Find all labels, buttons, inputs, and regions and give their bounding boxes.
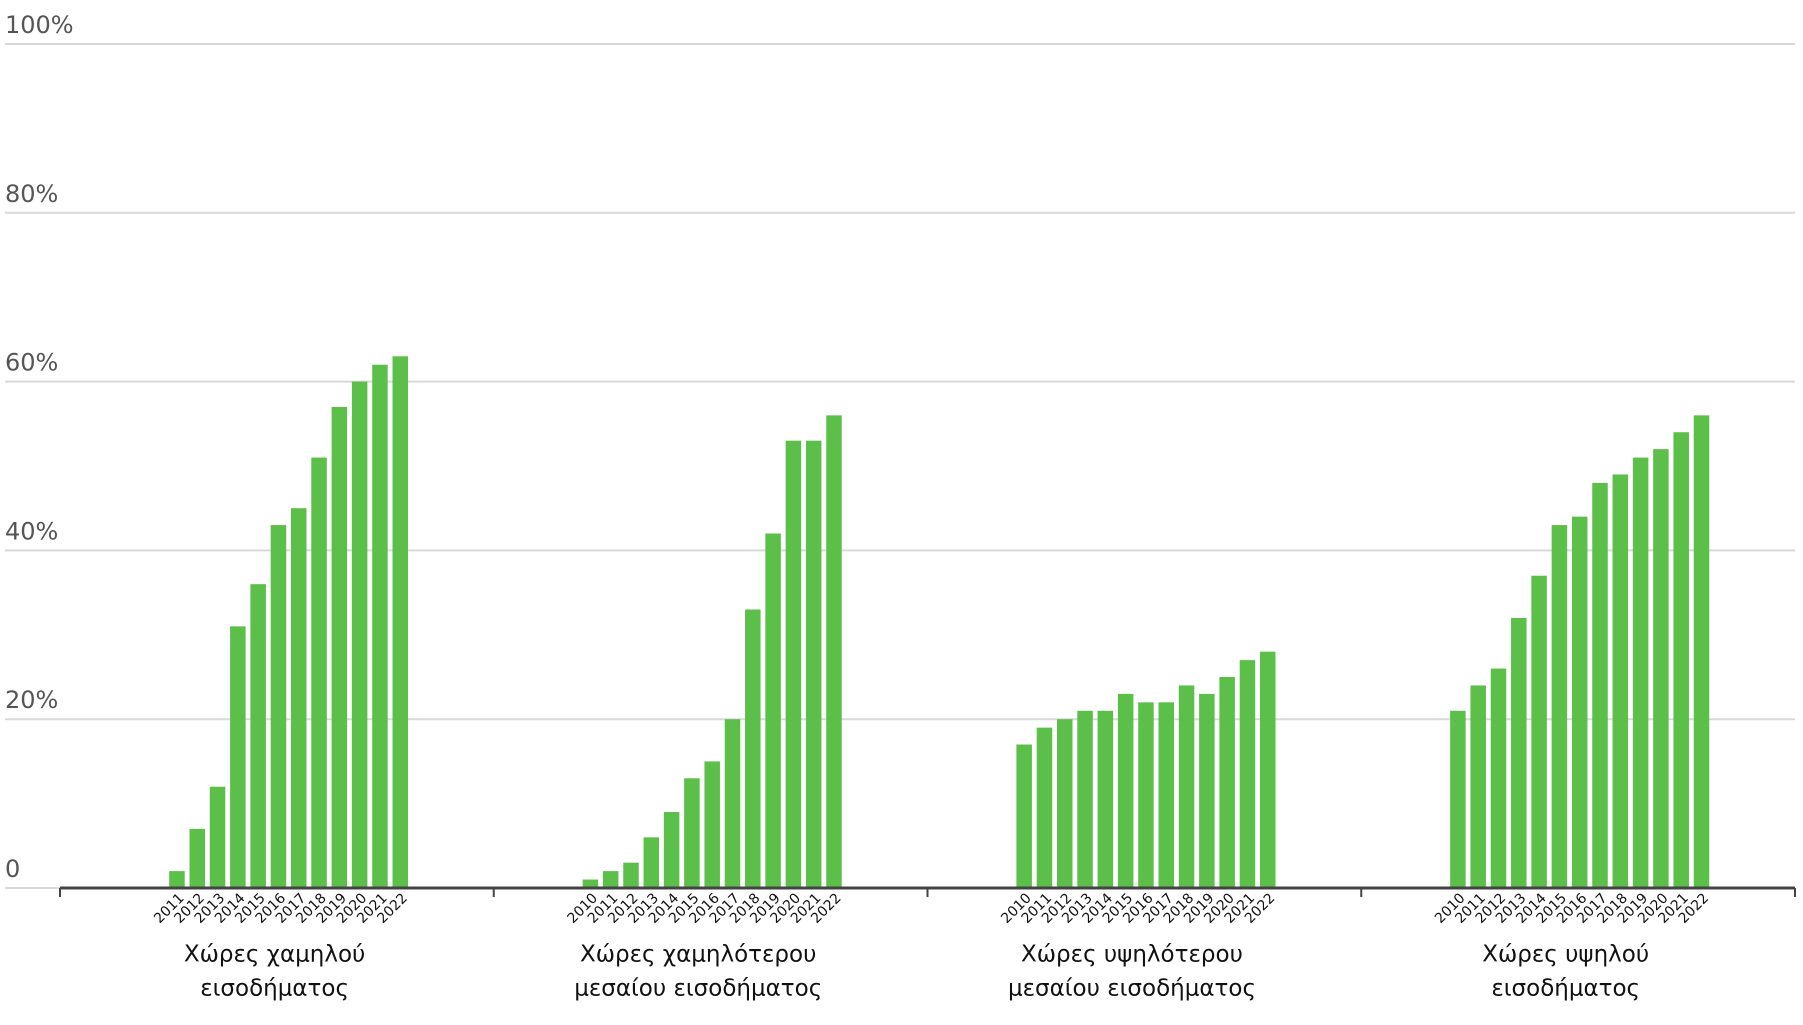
bar	[724, 719, 741, 888]
bar	[623, 862, 639, 888]
bar	[765, 533, 781, 888]
bar	[1571, 516, 1588, 888]
y-tick-label: 20%	[5, 686, 58, 714]
group-label: μεσαίου εισοδήματος	[574, 976, 822, 1002]
bar	[704, 761, 720, 888]
bar	[1592, 482, 1608, 888]
bar	[1531, 575, 1547, 888]
bar	[1239, 660, 1256, 888]
bar	[1673, 432, 1689, 888]
bar	[372, 364, 388, 889]
bar	[1097, 710, 1114, 888]
group-label: Χώρες υψηλότερου	[1021, 942, 1243, 968]
bar	[331, 406, 348, 888]
bar	[1199, 693, 1215, 888]
group-label: Χώρες υψηλού	[1482, 942, 1649, 968]
bar	[805, 440, 822, 888]
bar	[684, 778, 700, 888]
y-tick-label: 40%	[5, 517, 58, 545]
y-tick-label: 0	[5, 855, 20, 883]
group-label: εισοδήματος	[1491, 976, 1640, 1002]
bar	[1117, 693, 1134, 888]
bar	[745, 609, 761, 888]
bar	[189, 828, 205, 888]
bar	[602, 871, 619, 888]
bar	[1178, 685, 1195, 888]
bar	[1138, 702, 1154, 888]
bar	[1511, 617, 1527, 888]
bar	[250, 584, 266, 888]
bar	[1260, 651, 1276, 888]
bar	[1219, 677, 1235, 888]
bar	[230, 626, 246, 888]
bar	[1036, 727, 1053, 888]
y-tick-label: 60%	[5, 349, 58, 377]
bar	[1632, 457, 1649, 888]
bar	[291, 508, 307, 888]
bar	[826, 415, 842, 888]
bar	[1693, 415, 1710, 888]
group-label: εισοδήματος	[200, 976, 349, 1002]
bar	[311, 457, 327, 888]
bar	[351, 381, 368, 888]
bar	[1057, 719, 1073, 888]
y-tick-label: 100%	[5, 11, 74, 39]
group-label: Χώρες χαμηλού	[184, 942, 366, 968]
bar	[582, 879, 599, 888]
bar	[1158, 702, 1174, 888]
bar	[270, 525, 287, 888]
bar	[1490, 668, 1507, 888]
bar	[663, 812, 680, 888]
bar	[1551, 525, 1568, 888]
bar	[1612, 474, 1629, 888]
bar	[1077, 710, 1093, 888]
group-label: Χώρες χαμηλότερου	[580, 942, 816, 968]
bar	[209, 786, 226, 888]
bar	[785, 440, 802, 888]
bar	[643, 837, 660, 888]
bar	[1016, 744, 1032, 888]
bar	[1450, 710, 1466, 888]
bar	[169, 871, 185, 888]
bar	[392, 356, 408, 888]
group-label: μεσαίου εισοδήματος	[1008, 976, 1256, 1002]
bar	[1653, 449, 1669, 888]
bar	[1470, 685, 1486, 888]
y-tick-label: 80%	[5, 180, 58, 208]
